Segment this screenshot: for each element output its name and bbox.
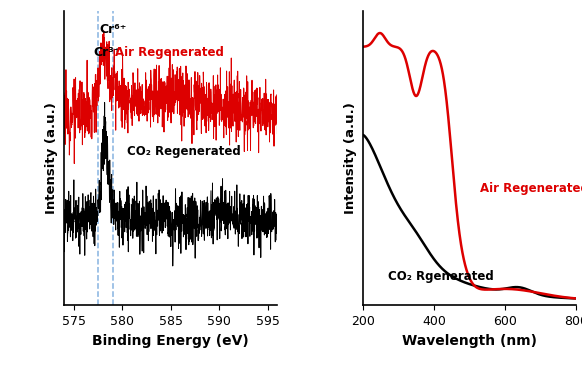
Text: CO₂ Regenerated: CO₂ Regenerated — [127, 145, 241, 158]
Text: Cr⁶⁺: Cr⁶⁺ — [99, 23, 126, 36]
Text: CO₂ Rgenerated: CO₂ Rgenerated — [388, 270, 494, 283]
X-axis label: Binding Energy (eV): Binding Energy (eV) — [93, 334, 249, 348]
X-axis label: Wavelength (nm): Wavelength (nm) — [402, 334, 537, 348]
Y-axis label: Intensity (a.u.): Intensity (a.u.) — [45, 102, 58, 214]
Text: Air Regenerated: Air Regenerated — [480, 183, 582, 195]
Text: Cr³⁺: Cr³⁺ — [93, 46, 120, 59]
Y-axis label: Intensity (a.u.): Intensity (a.u.) — [344, 102, 357, 214]
Text: Air Regenerated: Air Regenerated — [115, 46, 224, 59]
